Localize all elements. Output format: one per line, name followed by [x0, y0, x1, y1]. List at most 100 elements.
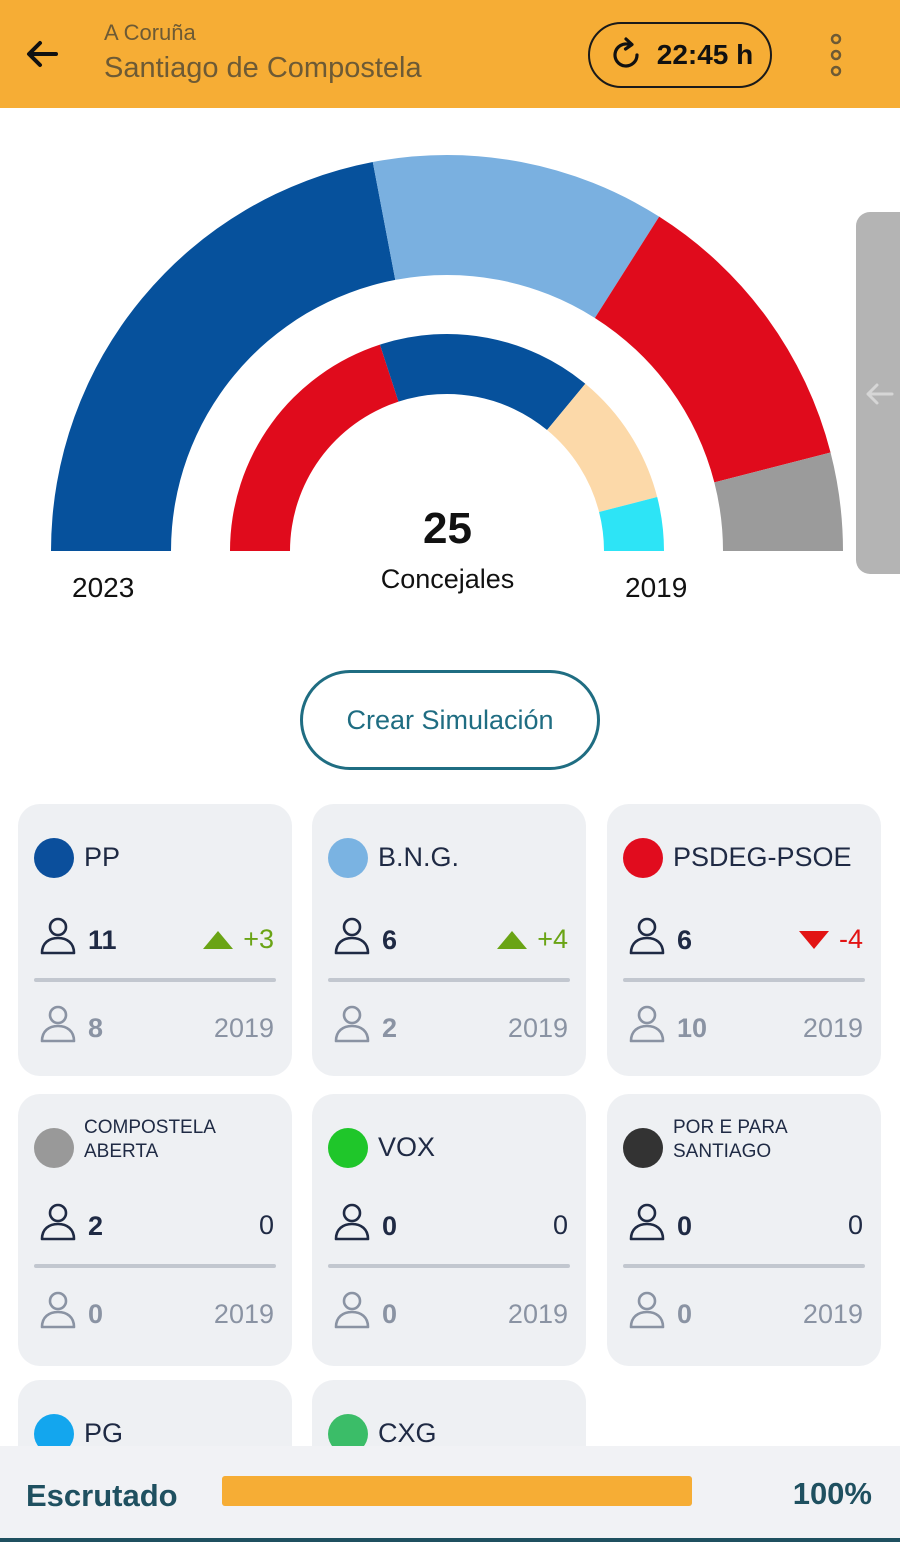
- party-name: PSDEG-PSOE: [673, 842, 852, 872]
- year-current-label: 2023: [72, 572, 135, 603]
- app-header: A Coruña Santiago de Compostela 22:45 h: [0, 0, 900, 108]
- previous-year: 2019: [213, 1013, 274, 1043]
- back-button[interactable]: [18, 30, 66, 78]
- outer-ring-segment-1: [372, 155, 660, 318]
- arrow-left-icon: [27, 41, 58, 67]
- previous-seats: 10: [677, 1013, 708, 1043]
- seats-icon-wrap: [38, 916, 78, 961]
- create-simulation-button[interactable]: Crear Simulación: [300, 670, 600, 770]
- person-icon: [40, 1203, 76, 1241]
- card-divider: [34, 978, 276, 982]
- seats-icon-wrap: [332, 1202, 372, 1247]
- party-color-dot: [328, 838, 368, 878]
- previous-seats: 0: [382, 1299, 398, 1329]
- person-icon: [40, 1005, 76, 1043]
- previous-seats: 0: [677, 1299, 693, 1329]
- party-name: PP: [84, 842, 121, 872]
- current-seats: 0: [677, 1211, 693, 1241]
- card-divider: [623, 978, 865, 982]
- current-seats: 6: [382, 925, 398, 955]
- party-color-dot: [623, 838, 663, 878]
- refresh-time-button[interactable]: 22:45 h: [588, 22, 772, 88]
- previous-seats: 0: [88, 1299, 104, 1329]
- person-icon: [40, 917, 76, 955]
- seat-change-value: +4: [537, 924, 568, 954]
- previous-year: 2019: [802, 1299, 863, 1329]
- scrutiny-footer: Escrutado 100%: [0, 1446, 900, 1542]
- seat-change: 0: [259, 1210, 274, 1241]
- province-label: A Coruña: [104, 20, 196, 45]
- seats-icon-wrap: [627, 1202, 667, 1247]
- footer-divider: [0, 1538, 900, 1542]
- previous-year: 2019: [802, 1013, 863, 1043]
- party-card[interactable]: POR E PARA SANTIAGO 0 0 0 2019: [607, 1094, 881, 1366]
- party-name: COMPOSTELA ABERTA: [84, 1117, 215, 1162]
- person-icon: [40, 1291, 76, 1329]
- more-vertical-icon: [830, 33, 842, 77]
- seat-change: -4: [797, 924, 863, 955]
- inner-ring-segment-2: [547, 383, 658, 512]
- current-seats: 6: [677, 925, 693, 955]
- card-divider: [34, 1264, 276, 1268]
- scrutiny-label: Escrutado: [26, 1478, 178, 1513]
- party-color-dot: [328, 1128, 368, 1168]
- person-icon: [629, 1291, 665, 1329]
- year-previous-label: 2019: [625, 572, 688, 603]
- previous-seats-icon-wrap: [332, 1290, 372, 1335]
- party-color-dot: [34, 838, 74, 878]
- person-icon: [629, 917, 665, 955]
- previous-seats: 8: [88, 1013, 104, 1043]
- card-divider: [328, 978, 570, 982]
- outer-ring-segment-2: [594, 216, 831, 483]
- trend-up-icon: [497, 930, 528, 949]
- person-icon: [334, 1005, 370, 1043]
- previous-seats-icon-wrap: [38, 1004, 78, 1049]
- scrutiny-progress-fill: [222, 1476, 692, 1506]
- party-card[interactable]: VOX 0 0 0 2019: [312, 1094, 586, 1366]
- total-seats-label: Concejales: [380, 564, 515, 594]
- seat-change: +4: [495, 924, 568, 955]
- party-name: B.N.G.: [378, 842, 460, 872]
- inner-ring-segment-3: [599, 497, 664, 551]
- trend-down-icon: [798, 930, 829, 949]
- previous-seats-icon-wrap: [332, 1004, 372, 1049]
- inner-ring-segment-1: [379, 333, 586, 431]
- current-seats: 0: [382, 1211, 398, 1241]
- previous-seats: 2: [382, 1013, 398, 1043]
- seat-change-value: -4: [838, 924, 863, 954]
- previous-year: 2019: [507, 1299, 568, 1329]
- more-options-button[interactable]: [814, 28, 858, 84]
- party-card[interactable]: PP 11 +3 8 2019: [18, 804, 292, 1076]
- outer-ring-segment-0: [51, 162, 396, 551]
- person-icon: [334, 1203, 370, 1241]
- party-name: CXG: [378, 1418, 437, 1448]
- person-icon: [629, 1203, 665, 1241]
- seat-change: +3: [201, 924, 274, 955]
- side-panel-tab[interactable]: [856, 212, 900, 574]
- header-titles: A Coruña Santiago de Compostela: [104, 20, 422, 85]
- current-seats: 11: [88, 925, 117, 955]
- scrutiny-percent: 100%: [792, 1476, 872, 1511]
- party-color-dot: [34, 1128, 74, 1168]
- party-card[interactable]: PSDEG-PSOE 6 -4 10 2019: [607, 804, 881, 1076]
- scrutiny-progress-bar: [222, 1476, 692, 1506]
- card-divider: [623, 1264, 865, 1268]
- arrow-left-icon: [866, 383, 894, 405]
- seats-icon-wrap: [627, 916, 667, 961]
- seat-change: 0: [553, 1210, 568, 1241]
- seats-icon-wrap: [332, 916, 372, 961]
- party-card[interactable]: B.N.G. 6 +4 2 2019: [312, 804, 586, 1076]
- hemicycle-chart: [51, 155, 843, 551]
- party-name: PG: [84, 1418, 124, 1448]
- seat-change-value: 0: [552, 1210, 568, 1240]
- card-divider: [328, 1264, 570, 1268]
- previous-year: 2019: [213, 1299, 274, 1329]
- page-title: Santiago de Compostela: [104, 52, 422, 84]
- party-card[interactable]: COMPOSTELA ABERTA 2 0 0 2019: [18, 1094, 292, 1366]
- current-seats: 2: [88, 1211, 104, 1241]
- trend-up-icon: [203, 930, 234, 949]
- previous-seats-icon-wrap: [38, 1290, 78, 1335]
- person-icon: [334, 1291, 370, 1329]
- seat-change-value: 0: [847, 1210, 863, 1240]
- party-name: POR E PARA SANTIAGO: [673, 1117, 787, 1162]
